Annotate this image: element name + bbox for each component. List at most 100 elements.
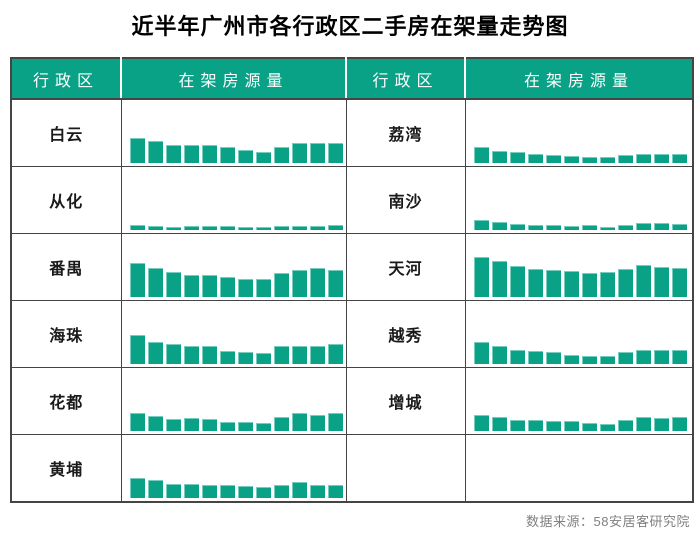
table-row: 白云 荔湾 (10, 98, 694, 167)
bar (653, 267, 669, 297)
bar (147, 480, 163, 498)
bar (671, 154, 687, 163)
table-row: 从化 南沙 (10, 166, 694, 234)
bar (473, 415, 489, 431)
district-label: 天河 (345, 233, 466, 301)
header-district-left: 行政区 (11, 58, 121, 100)
bar (491, 151, 507, 163)
bar (291, 413, 307, 431)
district-label: 白云 (10, 98, 122, 167)
bar (219, 485, 235, 498)
bar (527, 154, 543, 163)
bar (473, 220, 489, 230)
district-label: 增城 (345, 367, 466, 435)
header-listings-right: 在架房源量 (464, 58, 693, 100)
bar (527, 420, 543, 431)
bar (309, 143, 325, 163)
bar (653, 223, 669, 230)
bar (219, 422, 235, 431)
sparkline-白云 (122, 104, 346, 166)
bar (165, 484, 181, 498)
bar (563, 226, 579, 230)
bar (255, 227, 271, 230)
bar (327, 225, 343, 230)
sparkline-cell (120, 434, 347, 503)
sparkline-黄埔 (122, 439, 346, 501)
bar (165, 272, 181, 297)
bar (617, 420, 633, 431)
bar (309, 268, 325, 297)
bar (671, 350, 687, 364)
sparkline-cell (464, 233, 694, 301)
bar (599, 272, 615, 297)
sparkline-花都 (122, 372, 346, 434)
table-header-row: 行政区 在架房源量 行政区 在架房源量 (11, 58, 693, 100)
bar (563, 421, 579, 431)
bar (201, 419, 217, 431)
bar (617, 155, 633, 163)
sparkline-cell (464, 166, 694, 234)
bar (653, 154, 669, 163)
bar (273, 485, 289, 498)
table-row: 番禺 天河 (10, 233, 694, 301)
bar (273, 273, 289, 297)
bar (165, 344, 181, 364)
bar (237, 422, 253, 431)
empty-cell (464, 434, 694, 503)
bar (473, 342, 489, 364)
bar (273, 346, 289, 364)
bar (129, 413, 145, 431)
bar (237, 227, 253, 230)
bar (527, 225, 543, 230)
bar (599, 227, 615, 230)
bar (129, 478, 145, 498)
sparkline-荔湾 (466, 104, 693, 166)
bar (237, 279, 253, 297)
bar (147, 416, 163, 431)
bar (509, 152, 525, 163)
table-row: 黄埔 (10, 434, 694, 503)
bar (635, 417, 651, 431)
sparkline-从化 (122, 171, 346, 233)
bar (309, 485, 325, 498)
sparkline-南沙 (466, 171, 693, 233)
bar (491, 346, 507, 364)
bar (237, 352, 253, 364)
bar (129, 335, 145, 364)
bar (129, 225, 145, 230)
bar (581, 225, 597, 230)
sparkline-cell (120, 367, 347, 435)
bar (599, 424, 615, 431)
bar (671, 417, 687, 431)
bar (671, 224, 687, 230)
sparkline-cell (120, 166, 347, 234)
bar (563, 271, 579, 297)
bar (237, 486, 253, 498)
header-district-right: 行政区 (345, 58, 465, 100)
bar (201, 145, 217, 163)
table-row: 海珠 越秀 (10, 300, 694, 368)
bar (509, 266, 525, 297)
district-label: 荔湾 (345, 98, 466, 167)
bar (527, 351, 543, 364)
data-source-label: 数据来源：58安居客研究院 (526, 514, 690, 529)
bar (617, 225, 633, 230)
bar (255, 423, 271, 431)
bar (237, 150, 253, 163)
bar (273, 147, 289, 163)
bar (635, 154, 651, 163)
bar (635, 350, 651, 364)
bar (183, 346, 199, 364)
bar (201, 275, 217, 297)
bar (617, 352, 633, 364)
bar (201, 485, 217, 498)
bar (165, 227, 181, 230)
district-label: 番禺 (10, 233, 122, 301)
listings-table: 行政区 在架房源量 行政区 在架房源量 白云 荔湾 从化 南沙 番禺 天河 海珠 越秀 花都 增城… (10, 57, 694, 503)
sparkline-海珠 (122, 305, 346, 367)
sparkline-cell (464, 367, 694, 435)
bar (219, 147, 235, 163)
bar (491, 222, 507, 230)
bar (545, 421, 561, 431)
